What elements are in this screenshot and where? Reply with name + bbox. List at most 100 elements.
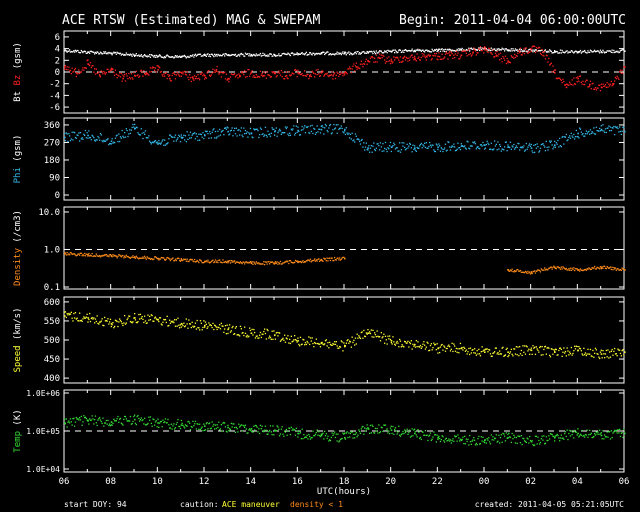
data-point xyxy=(134,123,136,126)
data-point xyxy=(284,53,286,55)
data-point xyxy=(538,351,540,353)
data-point xyxy=(524,149,527,151)
data-point xyxy=(555,77,557,79)
data-point xyxy=(534,346,536,348)
data-point xyxy=(119,255,122,257)
data-point xyxy=(477,353,479,355)
data-point xyxy=(294,68,297,71)
data-point xyxy=(194,325,196,327)
data-point xyxy=(327,260,329,262)
data-point xyxy=(509,50,512,52)
data-point xyxy=(507,355,509,358)
data-point xyxy=(114,74,116,76)
data-point xyxy=(142,419,144,421)
xtick-label: 12 xyxy=(199,477,210,487)
data-point xyxy=(454,146,456,148)
data-point xyxy=(188,319,190,321)
data-point xyxy=(539,52,542,54)
data-point xyxy=(132,255,134,257)
data-point xyxy=(313,435,315,437)
data-point xyxy=(465,438,467,440)
data-point xyxy=(164,56,166,58)
data-point xyxy=(400,61,402,63)
data-point xyxy=(83,316,85,318)
data-point xyxy=(124,73,126,76)
data-point xyxy=(254,263,257,265)
data-point xyxy=(597,130,599,132)
data-point xyxy=(437,49,439,52)
ytick-label: 550 xyxy=(44,317,60,327)
data-point xyxy=(502,55,504,58)
data-point xyxy=(571,433,573,436)
data-point xyxy=(128,315,130,317)
data-point xyxy=(424,434,426,436)
data-point xyxy=(594,88,596,90)
data-point xyxy=(308,433,310,436)
data-point xyxy=(152,259,154,261)
data-point xyxy=(359,430,361,433)
data-point xyxy=(477,438,479,440)
data-point xyxy=(347,339,349,341)
data-point xyxy=(104,254,106,256)
data-point xyxy=(67,421,69,423)
data-point xyxy=(469,353,471,356)
data-point xyxy=(251,136,253,138)
data-point xyxy=(312,259,314,262)
data-point xyxy=(318,343,320,345)
data-point xyxy=(209,74,211,76)
data-point xyxy=(414,49,416,52)
data-point xyxy=(85,316,87,318)
data-point xyxy=(193,425,195,427)
data-point xyxy=(237,261,239,263)
data-point xyxy=(222,72,224,74)
data-point xyxy=(478,435,480,438)
data-point xyxy=(376,427,378,430)
data-point xyxy=(79,140,81,142)
data-point xyxy=(474,143,477,145)
data-point xyxy=(241,332,243,334)
data-point xyxy=(424,348,427,350)
data-point xyxy=(590,88,592,90)
data-point xyxy=(250,430,252,432)
data-point xyxy=(479,353,481,355)
data-point xyxy=(142,56,144,58)
data-point xyxy=(617,429,619,431)
data-point xyxy=(315,431,317,434)
data-point xyxy=(112,68,114,70)
data-point xyxy=(177,257,179,259)
data-point xyxy=(297,72,299,74)
data-point xyxy=(87,254,89,256)
data-point xyxy=(101,140,103,142)
data-point xyxy=(283,435,285,437)
data-point xyxy=(581,269,583,271)
data-point xyxy=(569,435,572,437)
data-point xyxy=(335,259,337,261)
data-point xyxy=(355,62,357,64)
data-point xyxy=(276,261,278,263)
data-point xyxy=(560,266,562,268)
data-point xyxy=(182,259,184,261)
data-point xyxy=(239,261,242,263)
data-point xyxy=(284,78,286,80)
data-point xyxy=(540,53,542,56)
data-point xyxy=(139,134,142,136)
data-point xyxy=(207,70,209,73)
data-point xyxy=(140,417,142,419)
data-point xyxy=(144,74,147,76)
data-point xyxy=(114,319,117,321)
data-point xyxy=(522,437,524,439)
ytick-label: 0 xyxy=(55,68,60,78)
data-point xyxy=(239,130,242,132)
data-point xyxy=(324,73,327,75)
data-point xyxy=(147,73,149,75)
data-point xyxy=(238,423,240,425)
data-point xyxy=(224,261,226,263)
data-point xyxy=(404,431,407,434)
data-point xyxy=(140,69,142,71)
data-point xyxy=(286,53,288,56)
data-point xyxy=(76,49,78,52)
data-point xyxy=(335,74,337,76)
data-point xyxy=(219,428,222,430)
data-point xyxy=(520,147,522,149)
